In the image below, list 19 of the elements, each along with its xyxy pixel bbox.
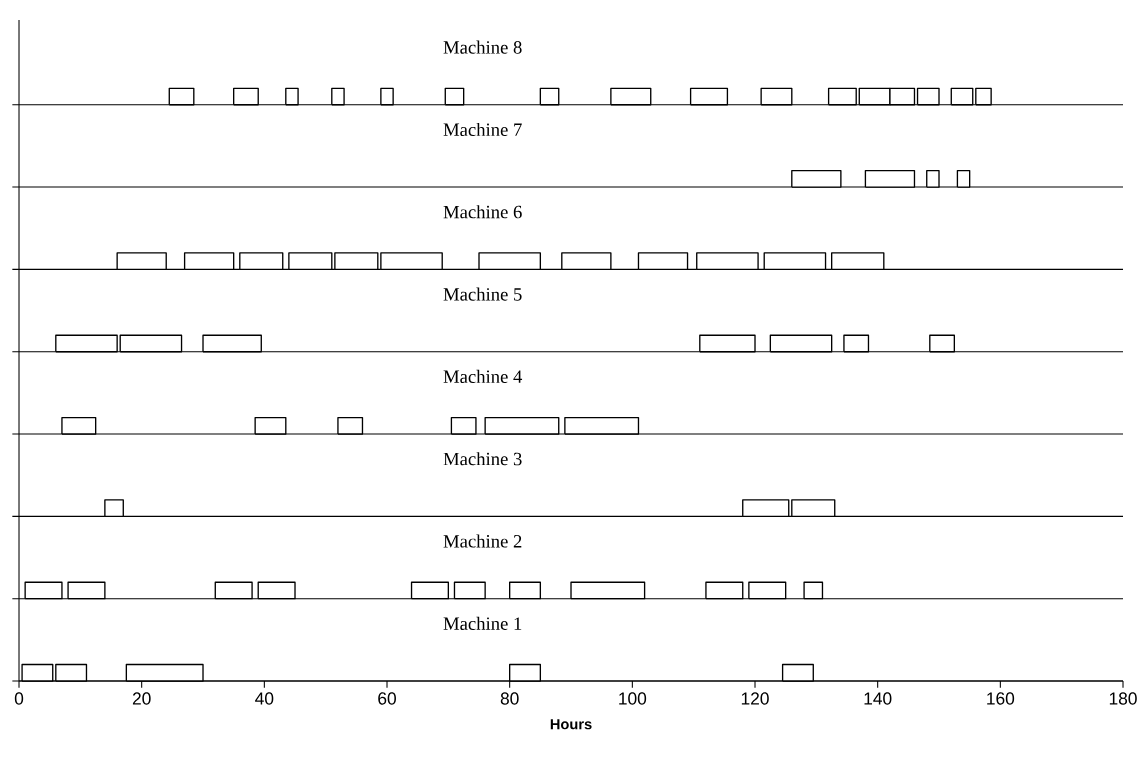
y-tick-label: Machine 7 <box>443 122 522 137</box>
y-tick-label: Machine 2 <box>443 534 522 548</box>
y-tick-label: Machine 4 <box>443 369 523 383</box>
y-tick-label: Machine 1 <box>443 616 522 630</box>
x-tick-label: 100 <box>619 692 647 705</box>
y-tick-label: Machine 5 <box>443 287 522 301</box>
x-tick-label: 180 <box>1109 692 1137 705</box>
x-tick-label: 80 <box>500 692 519 705</box>
x-tick-label: 40 <box>255 692 274 705</box>
y-tick-label: Machine 8 <box>443 40 522 54</box>
x-tick-label: 140 <box>864 692 892 705</box>
x-tick-label: 160 <box>987 692 1015 705</box>
x-axis-title: Hours <box>550 719 592 730</box>
y-tick-label: Machine 3 <box>443 452 522 466</box>
x-tick-label: 60 <box>378 692 396 705</box>
x-tick-label: 120 <box>741 692 769 705</box>
x-tick-label: 0 <box>14 692 24 705</box>
y-tick-label: Machine 6 <box>443 205 522 219</box>
x-tick-label: 20 <box>132 692 151 705</box>
